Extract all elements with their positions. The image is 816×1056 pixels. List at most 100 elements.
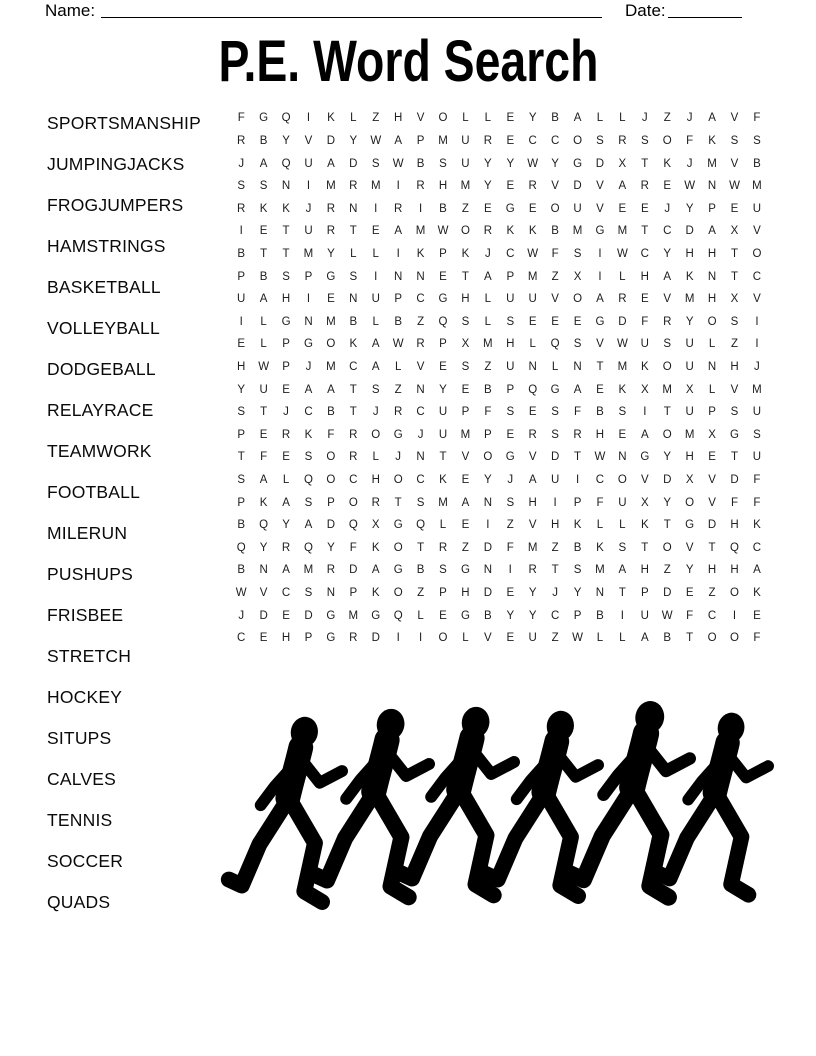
grid-letter: W (370, 134, 382, 147)
grid-letter: O (573, 293, 583, 306)
grid-letter: O (707, 632, 717, 645)
grid-letter: M (370, 180, 381, 193)
grid-letter: W (258, 361, 270, 373)
grid-letter: S (730, 315, 739, 328)
grid-letter: L (462, 632, 469, 645)
grid-letter: T (461, 270, 469, 283)
grid-letter: P (237, 428, 246, 441)
grid-letter: M (460, 428, 471, 441)
grid-letter: I (755, 338, 759, 351)
grid-letter: K (506, 225, 515, 238)
grid-letter: T (596, 361, 604, 373)
grid-letter: C (663, 225, 672, 238)
grid-letter: A (282, 564, 290, 577)
grid-letter: N (618, 451, 627, 464)
grid-letter: P (484, 428, 492, 441)
grid-letter: M (617, 361, 628, 373)
grid-letter: U (438, 406, 448, 419)
grid-letter: T (663, 519, 671, 532)
grid-letter: Z (372, 112, 380, 125)
grid-letter: E (506, 112, 515, 125)
grid-letter: S (439, 564, 447, 577)
grid-letter: E (282, 383, 290, 396)
word-list-item: PUSHUPS (47, 564, 134, 584)
grid-letter: O (326, 474, 336, 487)
grid-letter: G (505, 451, 515, 464)
grid-letter: E (506, 632, 515, 645)
grid-letter: L (484, 293, 492, 306)
grid-letter: E (439, 270, 447, 283)
grid-letter: P (237, 496, 246, 509)
grid-letter: A (371, 564, 380, 577)
grid-letter: E (282, 451, 290, 464)
grid-letter: P (439, 247, 447, 260)
grid-letter: M (348, 609, 359, 622)
grid-letter: S (416, 496, 425, 509)
word-list-item: MILERUN (47, 523, 128, 543)
grid-letter: R (349, 428, 358, 441)
grid-letter: Z (506, 519, 514, 532)
grid-letter: M (684, 293, 695, 306)
grid-letter: Z (394, 383, 402, 396)
grid-letter: E (528, 406, 537, 419)
grid-letter: E (685, 587, 694, 600)
grid-letter: S (282, 270, 290, 283)
grid-letter: B (551, 112, 559, 125)
grid-letter: S (237, 180, 246, 193)
grid-letter: O (573, 134, 583, 147)
grid-letter: I (306, 112, 311, 125)
word-list-item: DODGEBALL (47, 359, 156, 379)
grid-letter: U (461, 134, 470, 147)
grid-letter: S (237, 474, 246, 487)
grid-letter: P (439, 338, 447, 351)
grid-letter: S (439, 157, 447, 170)
grid-letter: S (753, 134, 761, 147)
grid-letter: O (662, 428, 672, 441)
grid-letter: V (416, 112, 425, 125)
grid-letter: K (327, 112, 335, 125)
grid-letter: P (282, 361, 290, 373)
grid-letter: D (663, 474, 672, 487)
grid-letter: S (259, 180, 268, 193)
grid-letter: L (260, 315, 267, 328)
grid-letter: C (640, 247, 649, 260)
grid-letter: V (708, 474, 716, 487)
grid-letter: H (461, 293, 470, 306)
grid-letter: T (439, 451, 447, 464)
grid-letter: R (237, 202, 246, 215)
grid-letter: T (730, 247, 738, 260)
grid-letter: E (618, 202, 627, 215)
grid-letter: I (755, 315, 759, 328)
grid-letter: R (663, 315, 672, 328)
grid-letter: F (686, 134, 694, 147)
grid-letter: F (551, 247, 559, 260)
grid-letter: L (394, 361, 402, 373)
grid-letter: E (596, 383, 604, 396)
grid-letter: O (662, 134, 672, 147)
grid-letter: B (259, 134, 268, 147)
grid-letter: M (326, 361, 336, 373)
grid-letter: U (752, 406, 762, 419)
grid-letter: A (371, 361, 380, 373)
grid-letter: U (461, 157, 470, 170)
grid-letter: T (349, 383, 357, 396)
grid-letter: P (439, 587, 447, 600)
grid-letter: R (371, 496, 380, 509)
grid-letter: W (594, 451, 606, 464)
grid-letter: A (259, 293, 268, 306)
grid-letter: S (371, 383, 380, 396)
grid-letter: J (507, 474, 514, 487)
grid-letter: Q (236, 541, 246, 554)
grid-letter: E (259, 225, 268, 238)
grid-letter: M (415, 225, 426, 238)
grid-letter: T (708, 541, 716, 554)
grid-letter: R (349, 632, 358, 645)
grid-letter: A (573, 112, 582, 125)
grid-letter: K (259, 496, 268, 509)
grid-letter: C (550, 609, 560, 622)
grid-letter: V (528, 519, 537, 532)
grid-letter: T (394, 496, 402, 509)
grid-letter: K (663, 157, 672, 170)
grid-letter: A (259, 474, 268, 487)
